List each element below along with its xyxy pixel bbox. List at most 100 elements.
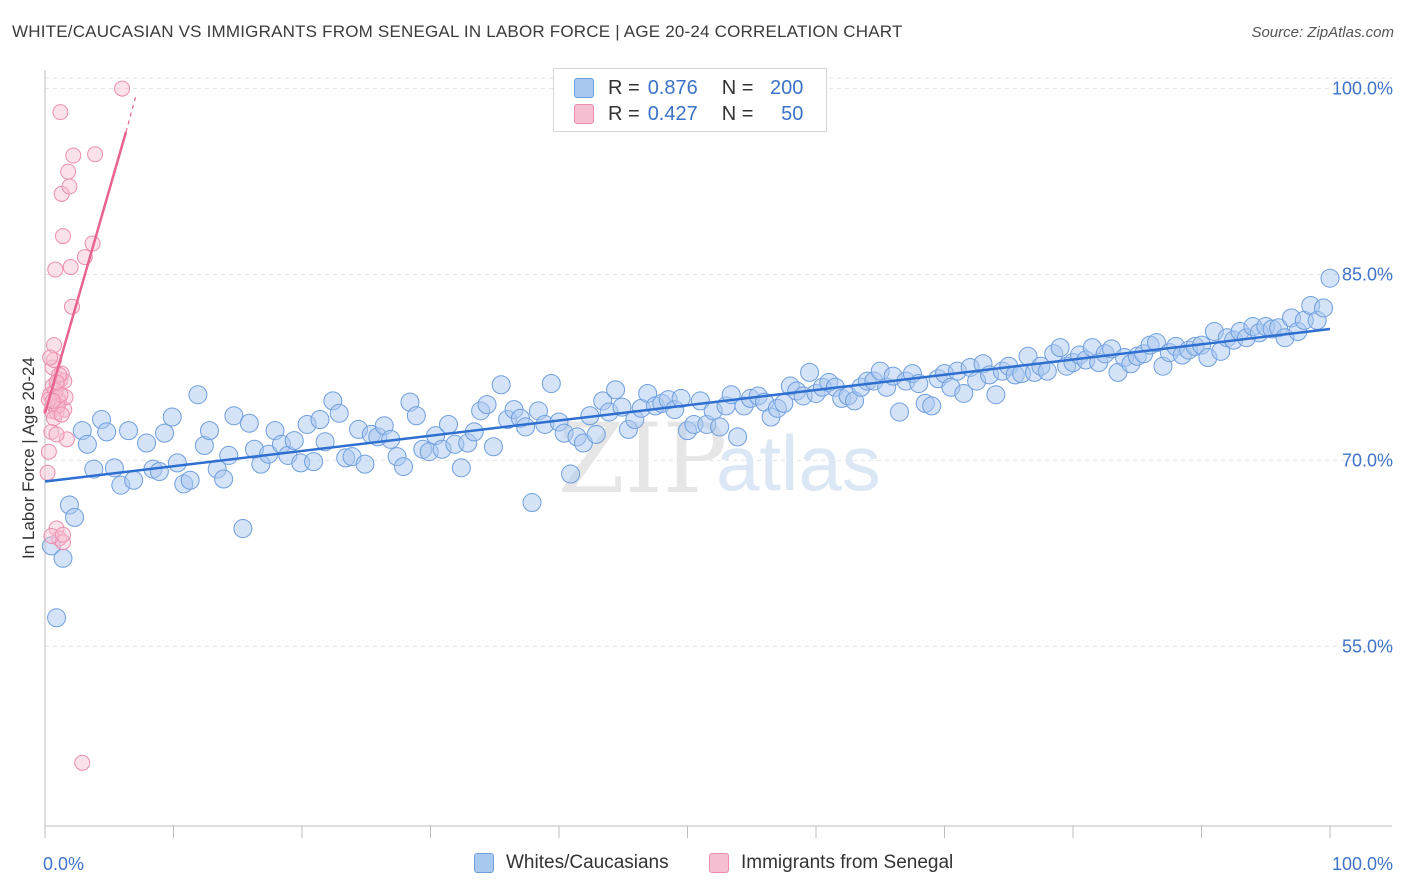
legend-swatch-blue (574, 78, 594, 98)
data-point-senegal (45, 337, 62, 354)
data-point-whites (586, 424, 606, 444)
data-point-whites (800, 362, 820, 382)
data-point-senegal (114, 80, 131, 97)
data-point-whites (137, 433, 157, 453)
data-point-whites (47, 608, 67, 628)
legend-swatch-pink (574, 104, 594, 124)
data-point-whites (890, 402, 910, 422)
data-point-whites (167, 453, 187, 473)
legend-label: Immigrants from Senegal (741, 852, 954, 873)
data-point-whites (406, 406, 426, 426)
data-point-senegal (48, 426, 65, 443)
r-value: 0.876 (647, 76, 698, 99)
trendline-senegal (43, 131, 128, 414)
chart-title: WHITE/CAUCASIAN VS IMMIGRANTS FROM SENEG… (12, 22, 903, 41)
data-point-whites (671, 388, 691, 408)
trendline-whites (44, 327, 1331, 483)
data-point-senegal (74, 754, 91, 771)
data-point-whites (329, 403, 349, 423)
data-point-whites (710, 417, 730, 437)
x-tick-label-min: 0.0% (43, 854, 84, 874)
legend-swatch-pink (709, 853, 729, 873)
data-point-whites (606, 380, 626, 400)
stats-row-senegal: R = 0.427 N = 50 (574, 101, 803, 127)
data-point-whites (162, 407, 182, 427)
data-point-whites (188, 385, 208, 405)
data-point-whites (119, 421, 139, 441)
data-point-whites (561, 464, 581, 484)
data-point-whites (986, 385, 1006, 405)
data-point-senegal (52, 104, 69, 121)
y-tick-label: 70.0% (1342, 450, 1393, 470)
data-point-senegal (43, 527, 60, 544)
n-label: N = (721, 102, 754, 125)
data-point-whites (728, 427, 748, 447)
n-label: N = (721, 76, 754, 99)
axes (44, 70, 1392, 838)
n-value: 200 (770, 76, 804, 99)
stats-row-whites: R = 0.876 N = 200 (574, 75, 803, 101)
legend-label: Whites/Caucasians (506, 852, 669, 873)
data-point-senegal (45, 410, 62, 427)
data-point-whites (65, 507, 85, 527)
r-value: 0.427 (647, 102, 698, 125)
data-point-whites (84, 459, 104, 479)
data-point-senegal (60, 163, 77, 180)
data-point-whites (214, 469, 234, 489)
data-point-whites (149, 462, 169, 482)
data-point-whites (1320, 268, 1340, 288)
data-point-senegal (61, 178, 78, 195)
x-tick-label-max: 100.0% (1332, 854, 1393, 874)
data-point-senegal (54, 526, 71, 543)
data-point-whites (155, 423, 175, 443)
source-credit: Source: ZipAtlas.com (1251, 24, 1394, 41)
data-point-senegal (53, 406, 70, 423)
trend-lines (43, 94, 1331, 483)
data-point-whites (77, 434, 97, 454)
r-label: R = (608, 76, 640, 99)
legend-item-senegal[interactable]: Immigrants from Senegal (709, 852, 953, 874)
data-point-senegal (58, 431, 75, 448)
legend-item-whites[interactable]: Whites/Caucasians (474, 852, 669, 874)
data-point-whites (233, 519, 253, 539)
data-point-whites (53, 548, 73, 568)
data-point-whites (284, 431, 304, 451)
gridlines (45, 77, 1392, 647)
y-tick-label: 55.0% (1342, 636, 1393, 656)
y-axis-title: In Labor Force | Age 20-24 (19, 357, 38, 559)
series-legend: Whites/Caucasians Immigrants from Senega… (0, 852, 1406, 878)
data-point-whites (1037, 361, 1057, 381)
data-point-whites (97, 422, 117, 442)
data-point-senegal (62, 259, 79, 276)
data-point-whites (124, 470, 144, 490)
data-point-whites (1147, 333, 1167, 353)
data-point-whites (239, 413, 259, 433)
data-point-whites (199, 421, 219, 441)
data-point-senegal (47, 261, 64, 278)
data-point-senegal (39, 464, 56, 481)
data-point-whites (491, 375, 511, 395)
data-point-whites (224, 406, 244, 426)
data-point-whites (477, 395, 497, 415)
data-point-whites (522, 493, 542, 513)
tick-labels: 55.0% 70.0% 85.0% 100.0% 0.0% 100.0% In Labor … (19, 79, 1393, 874)
data-point-senegal (87, 146, 104, 163)
data-point-whites (1050, 338, 1070, 358)
data-point-whites (355, 454, 375, 474)
data-point-senegal (42, 349, 59, 366)
data-point-whites (541, 374, 561, 394)
data-point-senegal (54, 228, 71, 245)
data-point-whites (394, 457, 414, 477)
data-point-whites (954, 383, 974, 403)
data-point-whites (1314, 298, 1334, 318)
data-point-whites (180, 470, 200, 490)
data-point-whites (516, 417, 536, 437)
data-point-whites (922, 396, 942, 416)
data-point-senegal (65, 147, 82, 164)
y-tick-label: 85.0% (1342, 264, 1393, 284)
data-point-whites (438, 414, 458, 434)
data-point-senegal (40, 443, 57, 460)
data-point-whites (315, 432, 335, 452)
r-label: R = (608, 102, 640, 125)
